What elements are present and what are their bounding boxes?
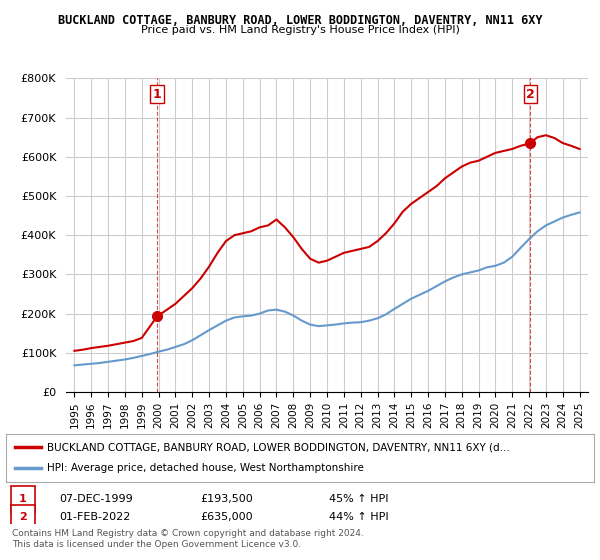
Text: 2: 2 bbox=[19, 512, 27, 522]
Text: This data is licensed under the Open Government Licence v3.0.: This data is licensed under the Open Gov… bbox=[12, 540, 301, 549]
Text: 1: 1 bbox=[19, 494, 27, 504]
FancyBboxPatch shape bbox=[11, 486, 35, 513]
Text: £635,000: £635,000 bbox=[200, 512, 253, 522]
Text: HPI: Average price, detached house, West Northamptonshire: HPI: Average price, detached house, West… bbox=[47, 463, 364, 473]
Text: BUCKLAND COTTAGE, BANBURY ROAD, LOWER BODDINGTON, DAVENTRY, NN11 6XY (d…: BUCKLAND COTTAGE, BANBURY ROAD, LOWER BO… bbox=[47, 442, 510, 452]
Text: 44% ↑ HPI: 44% ↑ HPI bbox=[329, 512, 389, 522]
Text: 07-DEC-1999: 07-DEC-1999 bbox=[59, 494, 133, 504]
Text: BUCKLAND COTTAGE, BANBURY ROAD, LOWER BODDINGTON, DAVENTRY, NN11 6XY: BUCKLAND COTTAGE, BANBURY ROAD, LOWER BO… bbox=[58, 14, 542, 27]
Text: Contains HM Land Registry data © Crown copyright and database right 2024.: Contains HM Land Registry data © Crown c… bbox=[12, 529, 364, 538]
Text: 45% ↑ HPI: 45% ↑ HPI bbox=[329, 494, 389, 504]
Text: 01-FEB-2022: 01-FEB-2022 bbox=[59, 512, 130, 522]
Text: 2: 2 bbox=[526, 88, 535, 101]
Text: £193,500: £193,500 bbox=[200, 494, 253, 504]
Text: Price paid vs. HM Land Registry's House Price Index (HPI): Price paid vs. HM Land Registry's House … bbox=[140, 25, 460, 35]
Text: 1: 1 bbox=[153, 88, 161, 101]
FancyBboxPatch shape bbox=[11, 505, 35, 532]
